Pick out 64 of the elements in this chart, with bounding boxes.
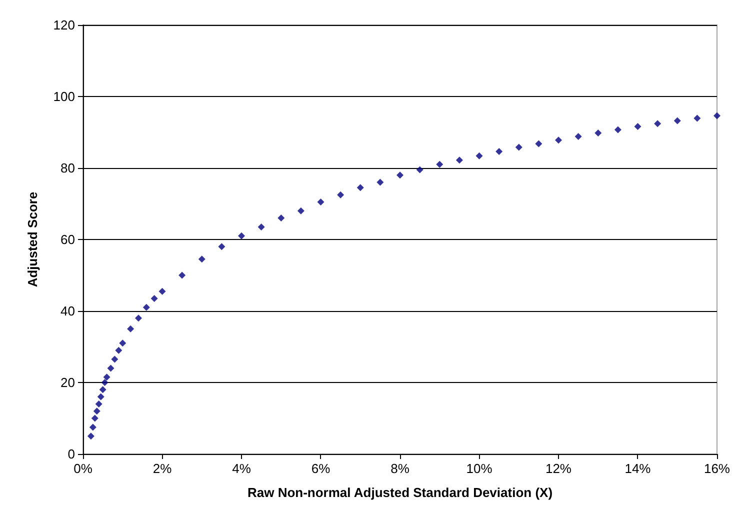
point [115, 346, 122, 354]
point [93, 408, 100, 415]
point [416, 166, 424, 174]
x-tick-label: 10% [466, 461, 493, 476]
point [101, 379, 108, 386]
y-tick-label: 0 [68, 446, 75, 462]
point [574, 133, 582, 140]
y-tick-label: 20 [60, 375, 75, 390]
point [694, 114, 701, 122]
point [158, 288, 166, 295]
point [634, 123, 642, 130]
point [476, 152, 483, 160]
point [554, 136, 562, 144]
point [89, 424, 96, 431]
point [376, 178, 384, 186]
x-tick-label: 6% [311, 461, 331, 476]
y-tick-label: 40 [60, 304, 75, 318]
point [456, 156, 463, 164]
point [297, 207, 304, 214]
point [356, 184, 364, 192]
point [238, 232, 245, 240]
x-tick-label: 4% [232, 461, 252, 476]
point [91, 414, 98, 422]
y-tick-label: 60 [60, 232, 75, 247]
x-tick-label: 12% [545, 461, 572, 476]
x-tick-label: 8% [390, 461, 410, 476]
point [258, 223, 265, 230]
point [111, 356, 118, 363]
point [97, 393, 104, 400]
x-tick-label: 14% [624, 461, 652, 476]
point [674, 117, 681, 124]
y-tick-label: 120 [53, 18, 75, 32]
x-axis-title: Raw Non-normal Adjusted Standard Deviation (X) [247, 485, 553, 500]
point [337, 191, 344, 198]
point [436, 160, 444, 168]
x-tick-label: 16% [704, 461, 730, 476]
point [594, 129, 602, 136]
point [218, 243, 226, 250]
point [142, 304, 150, 311]
point [278, 214, 285, 222]
point [134, 314, 142, 322]
x-tick-label: 2% [152, 461, 172, 476]
point [614, 126, 622, 134]
point [654, 120, 662, 128]
point [95, 400, 102, 408]
point [496, 148, 503, 156]
point [396, 172, 404, 179]
point [127, 325, 134, 332]
point [87, 432, 94, 440]
point [198, 256, 206, 263]
point [107, 364, 114, 372]
point [178, 272, 186, 279]
point [103, 374, 110, 381]
point [317, 198, 324, 206]
point [713, 112, 720, 120]
x-tick-label: 0% [74, 461, 93, 476]
point [535, 140, 542, 148]
y-axis-title: Adjusted Score [25, 192, 40, 288]
point [515, 144, 522, 151]
point [150, 294, 158, 302]
y-tick-label: 80 [60, 160, 75, 176]
y-tick-label: 100 [53, 89, 75, 104]
point [119, 340, 126, 347]
point [99, 386, 106, 394]
